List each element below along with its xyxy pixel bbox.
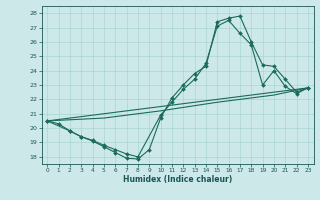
X-axis label: Humidex (Indice chaleur): Humidex (Indice chaleur) [123,175,232,184]
